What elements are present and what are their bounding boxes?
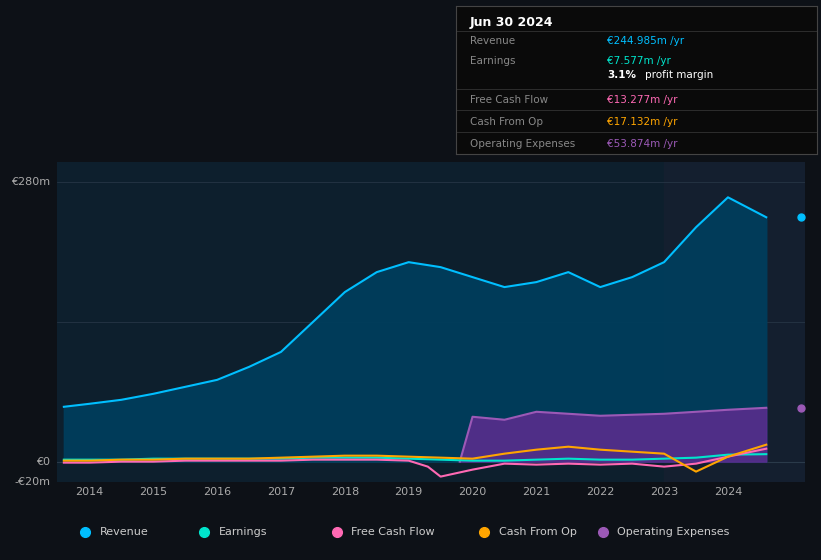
Text: €280m: €280m <box>11 178 50 188</box>
Text: €13.277m /yr: €13.277m /yr <box>608 95 678 105</box>
Text: Cash From Op: Cash From Op <box>499 527 577 537</box>
Text: -€20m: -€20m <box>14 477 50 487</box>
Text: Revenue: Revenue <box>470 36 516 46</box>
Text: Free Cash Flow: Free Cash Flow <box>470 95 548 105</box>
Text: €7.577m /yr: €7.577m /yr <box>608 55 672 66</box>
Text: 3.1%: 3.1% <box>608 69 636 80</box>
Text: Jun 30 2024: Jun 30 2024 <box>470 16 553 29</box>
Text: €244.985m /yr: €244.985m /yr <box>608 36 685 46</box>
Text: Earnings: Earnings <box>218 527 267 537</box>
Text: Cash From Op: Cash From Op <box>470 117 544 127</box>
Text: profit margin: profit margin <box>645 69 713 80</box>
Text: €53.874m /yr: €53.874m /yr <box>608 139 678 150</box>
Text: Operating Expenses: Operating Expenses <box>470 139 576 150</box>
Text: Operating Expenses: Operating Expenses <box>617 527 730 537</box>
Text: €0: €0 <box>36 456 50 466</box>
Text: Earnings: Earnings <box>470 55 516 66</box>
Text: Revenue: Revenue <box>100 527 149 537</box>
Text: Free Cash Flow: Free Cash Flow <box>351 527 435 537</box>
Bar <box>664 162 805 482</box>
Text: €17.132m /yr: €17.132m /yr <box>608 117 678 127</box>
